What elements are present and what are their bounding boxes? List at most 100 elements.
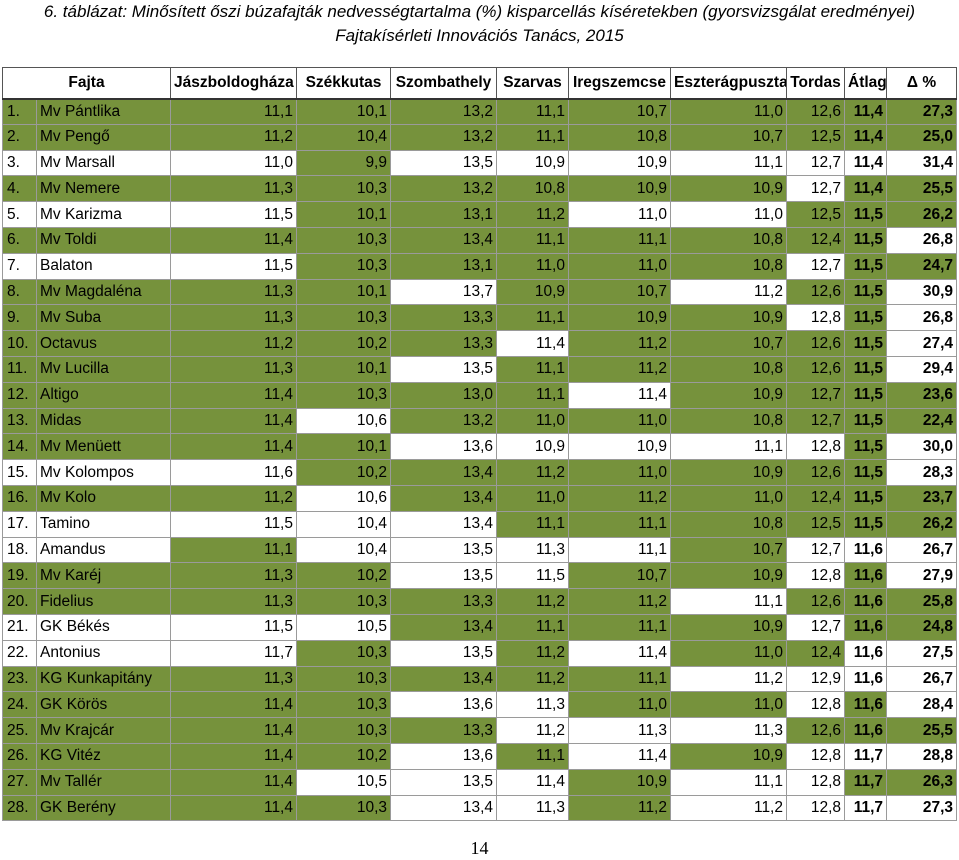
num-cell: 10,1 [296, 433, 391, 461]
num-cell: 10,3 [296, 588, 391, 615]
num-cell: 11,1 [496, 613, 569, 641]
num-cell: 11,2 [568, 794, 671, 822]
delta-cell: 26,2 [886, 510, 957, 538]
num-cell: 11,0 [568, 252, 671, 280]
rank-cell: 2. [2, 123, 37, 151]
column-header: Tordas [786, 67, 845, 100]
name-cell: Mv Karizma [36, 201, 171, 228]
name-cell: Mv Kolompos [36, 459, 171, 486]
name-cell: Mv Kolo [36, 484, 171, 512]
table-row: 1. Mv Pántlika 11,1 10,1 13,2 11,1 10,7 11,0 12,… [2, 98, 957, 125]
num-cell: 11,3 [496, 536, 569, 564]
avg-cell: 11,6 [844, 536, 887, 564]
delta-cell: 23,7 [886, 484, 957, 512]
num-cell: 12,6 [786, 278, 845, 306]
column-header: Szombathely [390, 67, 497, 100]
name-cell: Amandus [36, 536, 171, 564]
avg-cell: 11,5 [844, 510, 887, 538]
num-cell: 11,2 [170, 123, 297, 151]
num-cell: 11,3 [170, 278, 297, 306]
num-cell: 11,4 [568, 381, 671, 409]
num-cell: 11,0 [670, 691, 787, 719]
num-cell: 11,1 [170, 98, 297, 125]
table-row: 23. KG Kunkapitány 11,3 10,3 13,4 11,2 11,1 11,… [2, 665, 957, 693]
num-cell: 13,2 [390, 98, 497, 125]
table-body: 1. Mv Pántlika 11,1 10,1 13,2 11,1 10,7 11,0 12,… [2, 98, 957, 822]
num-cell: 13,5 [390, 562, 497, 590]
name-cell: Mv Krajcár [36, 717, 171, 744]
num-cell: 11,2 [496, 459, 569, 486]
num-cell: 12,8 [786, 794, 845, 822]
num-cell: 11,4 [568, 742, 671, 770]
table-row: 13. Midas 11,4 10,6 13,2 11,0 11,0 10,8 12,7 11,5… [2, 407, 957, 435]
name-cell: Fidelius [36, 588, 171, 615]
num-cell: 11,2 [670, 278, 787, 306]
num-cell: 11,1 [670, 588, 787, 615]
delta-cell: 26,7 [886, 536, 957, 564]
rank-cell: 12. [2, 381, 37, 409]
num-cell: 13,4 [390, 665, 497, 693]
num-cell: 11,3 [496, 691, 569, 719]
name-cell: Mv Marsall [36, 149, 171, 177]
delta-cell: 26,2 [886, 201, 957, 228]
num-cell: 12,8 [786, 562, 845, 590]
name-cell: KG Vitéz [36, 742, 171, 770]
rank-cell: 8. [2, 278, 37, 306]
rank-cell: 13. [2, 407, 37, 435]
num-cell: 11,4 [170, 407, 297, 435]
num-cell: 12,8 [786, 433, 845, 461]
avg-cell: 11,5 [844, 459, 887, 486]
num-cell: 10,9 [568, 304, 671, 332]
num-cell: 11,4 [170, 742, 297, 770]
avg-cell: 11,5 [844, 278, 887, 306]
delta-cell: 28,8 [886, 742, 957, 770]
name-cell: Mv Suba [36, 304, 171, 332]
num-cell: 12,6 [786, 355, 845, 383]
name-cell: Tamino [36, 510, 171, 538]
num-cell: 11,1 [496, 510, 569, 538]
num-cell: 11,1 [496, 742, 569, 770]
num-cell: 10,7 [568, 98, 671, 125]
delta-cell: 27,3 [886, 98, 957, 125]
num-cell: 11,1 [568, 536, 671, 564]
caption-text: Minősített őszi búzafajták nedvességtart… [127, 2, 916, 21]
rank-cell: 22. [2, 639, 37, 667]
delta-cell: 22,4 [886, 407, 957, 435]
table-row: 15. Mv Kolompos 11,6 10,2 13,4 11,2 11,0 10,9 12… [2, 459, 957, 486]
num-cell: 12,4 [786, 639, 845, 667]
num-cell: 10,1 [296, 355, 391, 383]
delta-cell: 25,5 [886, 717, 957, 744]
num-cell: 10,8 [670, 355, 787, 383]
avg-cell: 11,5 [844, 433, 887, 461]
num-cell: 10,9 [670, 459, 787, 486]
rank-cell: 6. [2, 226, 37, 254]
avg-cell: 11,7 [844, 768, 887, 796]
num-cell: 10,1 [296, 201, 391, 228]
num-cell: 11,3 [670, 717, 787, 744]
num-cell: 11,1 [496, 304, 569, 332]
table-row: 3. Mv Marsall 11,0 9,9 13,5 10,9 10,9 11,1 12,7 1… [2, 149, 957, 177]
num-cell: 12,8 [786, 691, 845, 719]
name-cell: GK Berény [36, 794, 171, 822]
num-cell: 11,5 [170, 252, 297, 280]
rank-cell: 16. [2, 484, 37, 512]
delta-cell: 29,4 [886, 355, 957, 383]
column-header: Átlag [844, 67, 887, 100]
num-cell: 13,5 [390, 639, 497, 667]
rank-cell: 24. [2, 691, 37, 719]
num-cell: 11,0 [670, 484, 787, 512]
num-cell: 10,9 [568, 149, 671, 177]
name-cell: Mv Lucilla [36, 355, 171, 383]
table-row: 6. Mv Toldi 11,4 10,3 13,4 11,1 11,1 10,8 12,4 11… [2, 226, 957, 254]
num-cell: 11,3 [170, 175, 297, 203]
num-cell: 12,5 [786, 510, 845, 538]
table-row: 20. Fidelius 11,3 10,3 13,3 11,2 11,2 11,1 12,6 1… [2, 588, 957, 615]
num-cell: 11,0 [496, 484, 569, 512]
avg-cell: 11,5 [844, 330, 887, 357]
column-header: Iregszemcse [568, 67, 671, 100]
num-cell: 10,3 [296, 304, 391, 332]
column-header: Jászboldogháza [170, 67, 297, 100]
avg-cell: 11,6 [844, 717, 887, 744]
num-cell: 11,0 [496, 407, 569, 435]
avg-cell: 11,5 [844, 252, 887, 280]
